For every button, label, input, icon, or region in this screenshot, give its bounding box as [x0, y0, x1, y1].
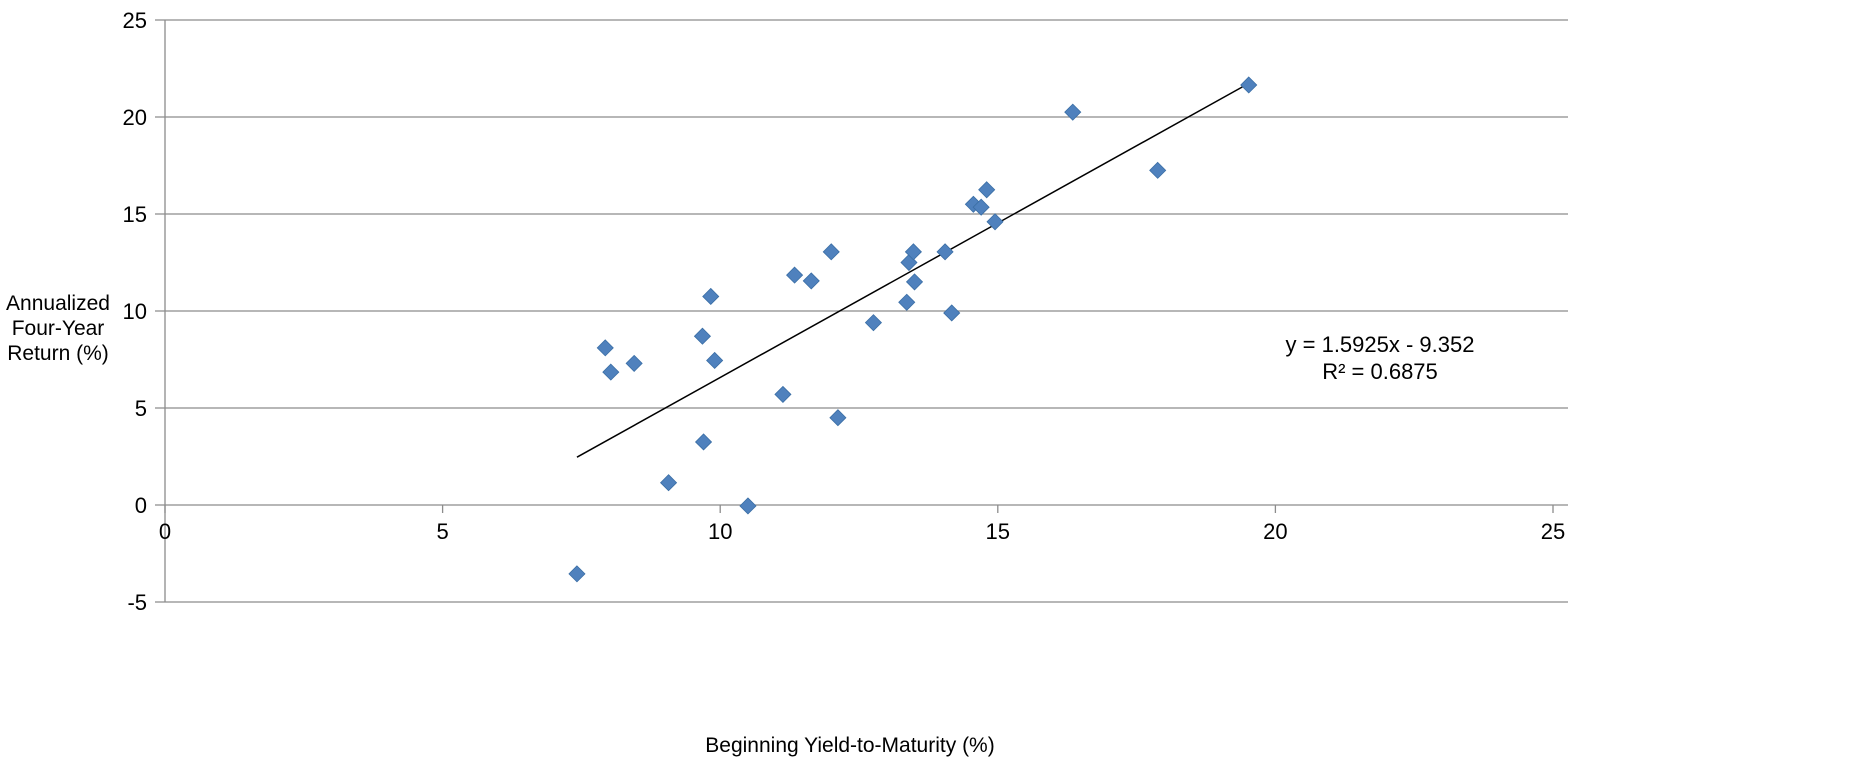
data-point	[660, 474, 678, 492]
trendline-r2-label: R² = 0.6875	[1322, 359, 1438, 384]
data-point	[829, 409, 847, 427]
gridlines	[155, 19, 1568, 603]
data-point	[702, 287, 720, 306]
data-point	[936, 243, 954, 261]
data-point	[898, 293, 916, 311]
data-point	[943, 304, 961, 322]
data-point	[822, 243, 840, 261]
y-tick-label: 15	[123, 202, 147, 227]
y-axis-ticks: -5 0 5 10 15 20 25	[123, 8, 147, 615]
y-tick-label: 0	[135, 493, 147, 518]
data-point	[568, 565, 586, 583]
data-point	[904, 243, 922, 261]
y-axis-title-line-3: Return (%)	[7, 342, 109, 365]
data-point	[1240, 76, 1258, 94]
data-point	[602, 363, 620, 381]
y-axis-title: Annualized Four-Year Return (%)	[6, 292, 110, 365]
x-axis-title: Beginning Yield-to-Maturity (%)	[705, 734, 994, 757]
data-point	[774, 385, 792, 403]
data-point	[1149, 161, 1167, 179]
data-point	[625, 354, 643, 372]
data-point	[802, 272, 820, 290]
y-tick-label: -5	[127, 590, 147, 615]
data-points	[568, 76, 1258, 583]
x-tick-label: 0	[159, 519, 171, 544]
x-tick-label: 20	[1263, 519, 1287, 544]
data-point	[1064, 103, 1082, 121]
trendline-equation: y = 1.5925x - 9.352 R² = 0.6875	[1286, 332, 1475, 384]
data-point	[693, 327, 711, 345]
data-point	[986, 213, 1004, 231]
data-point	[972, 198, 990, 216]
data-point	[706, 351, 724, 370]
data-point	[786, 266, 804, 284]
data-point	[864, 314, 883, 332]
x-tick-label: 15	[986, 519, 1010, 544]
y-tick-label: 5	[135, 396, 147, 421]
x-tick-label: 5	[436, 519, 448, 544]
data-point	[694, 433, 713, 451]
data-point	[905, 273, 924, 291]
x-tick-label: 10	[708, 519, 732, 544]
trendline	[576, 82, 1250, 458]
y-tick-label: 10	[123, 299, 147, 324]
data-point	[978, 181, 996, 199]
y-axis-title-line-1: Annualized	[6, 292, 110, 315]
data-point	[739, 497, 757, 515]
data-point	[596, 339, 614, 357]
x-axis-ticks: 0 5 10 15 20 25	[159, 505, 1565, 544]
x-tick-label: 25	[1541, 519, 1565, 544]
y-tick-label: 20	[123, 105, 147, 130]
y-axis-title-line-2: Four-Year	[12, 317, 105, 340]
trendline-equation-label: y = 1.5925x - 9.352	[1286, 332, 1475, 357]
y-tick-label: 25	[123, 8, 147, 33]
